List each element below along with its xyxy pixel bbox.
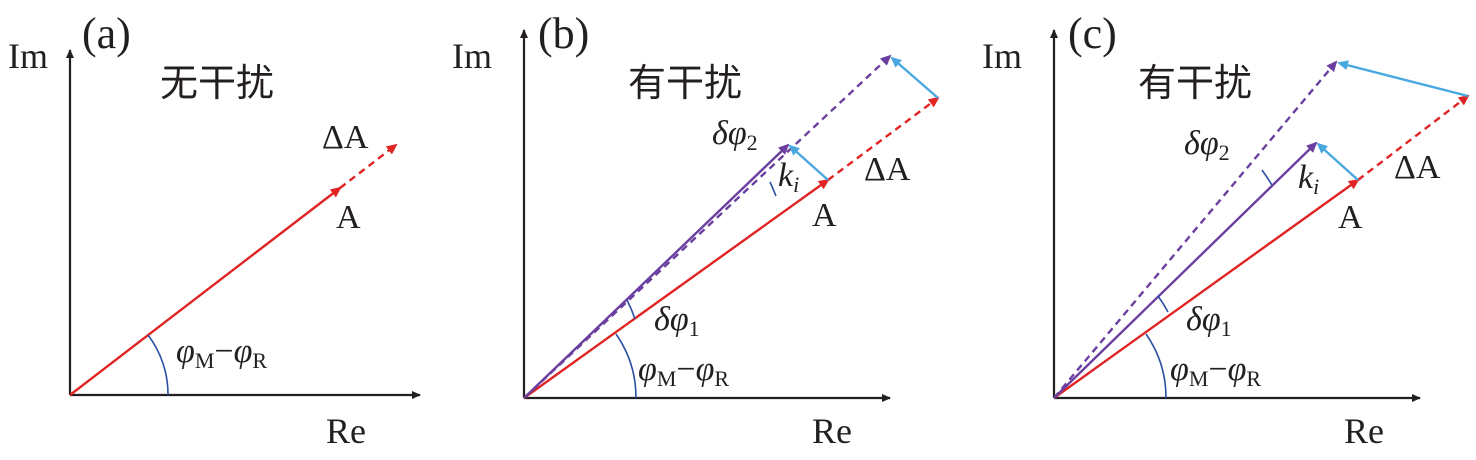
panel-b-title: 有干扰: [628, 61, 742, 105]
panel-c-vector-ki-2: [1337, 60, 1469, 98]
panel-a-title: 无干扰: [160, 61, 274, 105]
panel-b-angle-label: φM−φR: [638, 351, 729, 391]
panel-b-angle-arc-dphi2: [769, 181, 777, 197]
panel-b-angle-arc-main: [615, 333, 637, 399]
panel-c-label-dphi1: δφ1: [1186, 301, 1232, 341]
panel-c-tag: (c): [1068, 9, 1117, 58]
panel-a-label-dA: ΔA: [322, 119, 369, 156]
panel-b-label-dA: ΔA: [864, 151, 911, 188]
panel-c-vector-purple-dashed: [1053, 60, 1338, 399]
panel-b-vector-dA: [827, 96, 940, 181]
panel-c-title: 有干扰: [1138, 61, 1252, 105]
panel-c-vector-purple-solid: [1053, 141, 1318, 399]
panel-c-vector-A: [1053, 178, 1360, 399]
panel-a-vector-A: [69, 186, 342, 396]
panel-c-vector-ki: [1316, 142, 1359, 181]
panel-b-label-ki: ki: [778, 157, 799, 197]
panel-a: (a) Im Re 无干扰 A ΔA φM−φR: [8, 9, 421, 451]
panel-b-label-A: A: [812, 197, 837, 234]
panel-b-re-label: Re: [812, 411, 852, 451]
panel-b-label-dphi2: δφ2: [712, 115, 758, 155]
panel-c-label-dA: ΔA: [1394, 149, 1441, 186]
panel-a-angle-arc: [147, 334, 169, 396]
panel-b-vector-ki: [788, 144, 829, 181]
panel-b-label-dphi1: δφ1: [654, 301, 700, 341]
panel-a-label-A: A: [336, 199, 361, 236]
panel-a-im-label: Im: [8, 36, 48, 76]
panel-c-angle-arc-dphi1: [1157, 295, 1169, 313]
panel-c-label-dphi2: δφ2: [1184, 125, 1230, 165]
panel-b-im-label: Im: [452, 36, 492, 76]
panel-c-im-label: Im: [982, 36, 1022, 76]
panel-a-re-label: Re: [326, 411, 366, 451]
panel-c-angle-arc-dphi2: [1261, 169, 1273, 186]
panel-b: (b) Im Re 有干扰 A ΔA ki δφ2 δφ1 φM−φR: [452, 9, 940, 451]
panel-b-tag: (b): [538, 9, 589, 58]
panel-c: (c) Im Re 有干扰 A ΔA ki δφ2 δφ1 φM−φR: [982, 9, 1470, 451]
panel-c-label-A: A: [1338, 199, 1363, 236]
panel-c-angle-arc-main: [1145, 333, 1167, 399]
panel-c-angle-label: φM−φR: [1170, 351, 1261, 391]
panel-b-angle-arc-dphi1: [626, 299, 636, 320]
panel-c-label-ki: ki: [1298, 159, 1319, 199]
panel-a-angle-label: φM−φR: [176, 333, 267, 373]
panel-b-vector-A: [523, 178, 830, 399]
panel-c-re-label: Re: [1344, 411, 1384, 451]
panel-b-vector-ki-2: [890, 56, 939, 99]
panel-a-tag: (a): [82, 9, 131, 58]
